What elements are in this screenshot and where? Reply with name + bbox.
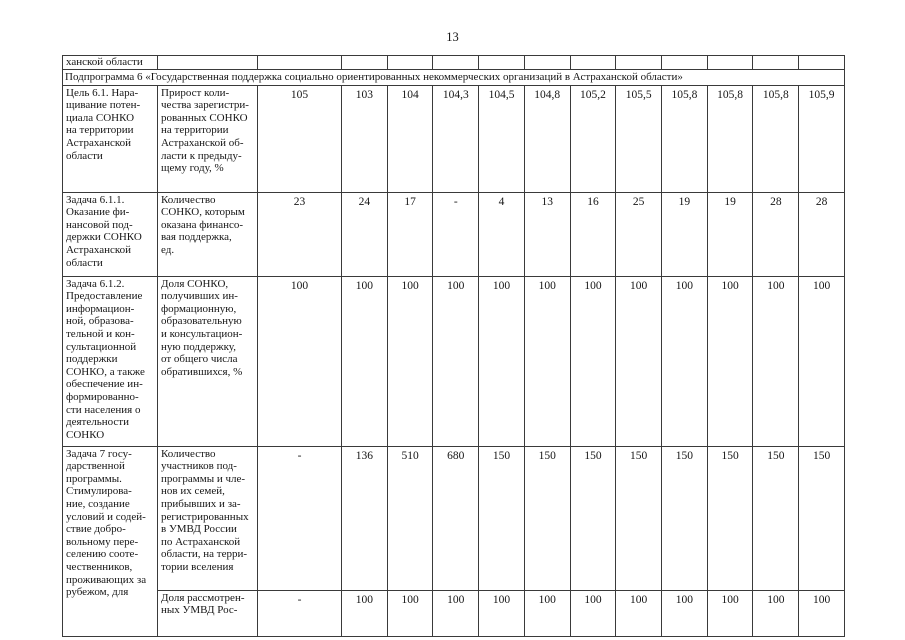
value-cell: 16 bbox=[569, 191, 617, 277]
carryover-cell: ханской области bbox=[62, 55, 158, 70]
indicator-cell: Прирост коли- чества зарегистри- рованны… bbox=[157, 84, 258, 193]
empty-cell bbox=[257, 55, 342, 70]
value-cell: 23 bbox=[257, 191, 342, 277]
empty-cell bbox=[615, 55, 663, 70]
subprogram-header-text: Подпрограмма 6 «Государственная поддержк… bbox=[62, 68, 845, 86]
value-cell: 100 bbox=[661, 275, 708, 447]
empty-cell bbox=[341, 55, 388, 70]
table-row-task-7-b: Доля рассмотрен- ных УМВД Рос- - 100 100… bbox=[63, 589, 845, 637]
table-row-task-6-1-2: Задача 6.1.2. Предоставление информацион… bbox=[62, 275, 845, 447]
value-cell: 105,8 bbox=[661, 84, 708, 193]
value-cell: - bbox=[257, 589, 342, 637]
goal-cell: Задача 6.1.1. Оказание фи- нансовой под-… bbox=[62, 191, 158, 277]
value-cell: 100 bbox=[752, 589, 800, 637]
value-cell: 100 bbox=[523, 589, 571, 637]
goal-cell: Задача 6.1.2. Предоставление информацион… bbox=[62, 275, 158, 447]
value-cell: 19 bbox=[706, 191, 754, 277]
value-cell: 100 bbox=[386, 275, 434, 447]
empty-cell bbox=[752, 55, 800, 70]
value-cell: 150 bbox=[798, 445, 845, 591]
goal-cell: Задача 7 госу- дарственной программы. Ст… bbox=[62, 445, 158, 637]
empty-cell bbox=[661, 55, 708, 70]
value-cell: 100 bbox=[615, 275, 663, 447]
value-cell: 150 bbox=[478, 445, 525, 591]
value-cell: 19 bbox=[661, 191, 708, 277]
value-cell: 104,3 bbox=[432, 84, 480, 193]
value-cell: 100 bbox=[798, 589, 845, 637]
indicators-table: ханской области Подпрограмма 6 «Государс… bbox=[62, 55, 845, 637]
value-cell: 105,8 bbox=[752, 84, 800, 193]
value-cell: 100 bbox=[752, 275, 800, 447]
value-cell: 104,5 bbox=[478, 84, 525, 193]
value-cell: 104,8 bbox=[523, 84, 571, 193]
indicator-cell: Количество участников под- программы и ч… bbox=[157, 445, 258, 591]
empty-cell bbox=[706, 55, 754, 70]
value-cell: 100 bbox=[706, 589, 754, 637]
value-cell: 105,5 bbox=[615, 84, 663, 193]
value-cell: 100 bbox=[615, 589, 663, 637]
value-cell: 100 bbox=[798, 275, 845, 447]
value-cell: 100 bbox=[257, 275, 342, 447]
value-cell: 4 bbox=[478, 191, 525, 277]
table-row-goal-6-1: Цель 6.1. Нара- щивание потен- циала СОН… bbox=[62, 84, 845, 193]
value-cell: 100 bbox=[478, 589, 525, 637]
value-cell: 103 bbox=[341, 84, 388, 193]
value-cell: 28 bbox=[752, 191, 800, 277]
document-table-container: ханской области Подпрограмма 6 «Государс… bbox=[62, 55, 845, 637]
value-cell: 100 bbox=[341, 275, 388, 447]
table-row-task-7-a: Задача 7 госу- дарственной программы. Ст… bbox=[62, 445, 845, 637]
value-cell: 105 bbox=[257, 84, 342, 193]
value-cell: 150 bbox=[569, 445, 617, 591]
value-cell: 100 bbox=[432, 589, 480, 637]
table-row-task-6-1-1: Задача 6.1.1. Оказание фи- нансовой под-… bbox=[62, 191, 845, 277]
value-cell: 150 bbox=[661, 445, 708, 591]
value-cell: 25 bbox=[615, 191, 663, 277]
value-cell: 100 bbox=[569, 275, 617, 447]
value-cell: - bbox=[257, 445, 342, 591]
empty-cell bbox=[478, 55, 525, 70]
value-cell: 100 bbox=[432, 275, 480, 447]
value-cell: 104 bbox=[386, 84, 434, 193]
page-number: 13 bbox=[446, 30, 459, 44]
value-cell: 150 bbox=[752, 445, 800, 591]
value-cell: 680 bbox=[432, 445, 480, 591]
value-cell: 100 bbox=[341, 589, 388, 637]
carryover-row: ханской области bbox=[62, 55, 845, 70]
indicator-cell: Доля СОНКО, получивших ин- формационную,… bbox=[157, 275, 258, 447]
empty-cell bbox=[523, 55, 571, 70]
value-cell: 105,9 bbox=[798, 84, 845, 193]
value-cell: 17 bbox=[386, 191, 434, 277]
subprogram-header-row: Подпрограмма 6 «Государственная поддержк… bbox=[62, 68, 845, 86]
empty-cell bbox=[798, 55, 845, 70]
value-cell: - bbox=[432, 191, 480, 277]
value-cell: 105,2 bbox=[569, 84, 617, 193]
empty-cell bbox=[432, 55, 480, 70]
value-cell: 100 bbox=[523, 275, 571, 447]
value-cell: 150 bbox=[706, 445, 754, 591]
value-cell: 24 bbox=[341, 191, 388, 277]
goal-cell: Цель 6.1. Нара- щивание потен- циала СОН… bbox=[62, 84, 158, 193]
value-cell: 100 bbox=[569, 589, 617, 637]
value-cell: 150 bbox=[615, 445, 663, 591]
indicator-cell: Количество СОНКО, которым оказана финанс… bbox=[157, 191, 258, 277]
value-cell: 150 bbox=[523, 445, 571, 591]
value-cell: 13 bbox=[523, 191, 571, 277]
value-cell: 28 bbox=[798, 191, 845, 277]
indicator-cell: Доля рассмотрен- ных УМВД Рос- bbox=[157, 589, 258, 637]
empty-cell bbox=[386, 55, 434, 70]
value-cell: 100 bbox=[706, 275, 754, 447]
empty-cell bbox=[157, 55, 258, 70]
value-cell: 136 bbox=[341, 445, 388, 591]
value-cell: 100 bbox=[661, 589, 708, 637]
value-cell: 100 bbox=[386, 589, 434, 637]
value-cell: 100 bbox=[478, 275, 525, 447]
value-cell: 105,8 bbox=[706, 84, 754, 193]
empty-cell bbox=[569, 55, 617, 70]
value-cell: 510 bbox=[386, 445, 434, 591]
